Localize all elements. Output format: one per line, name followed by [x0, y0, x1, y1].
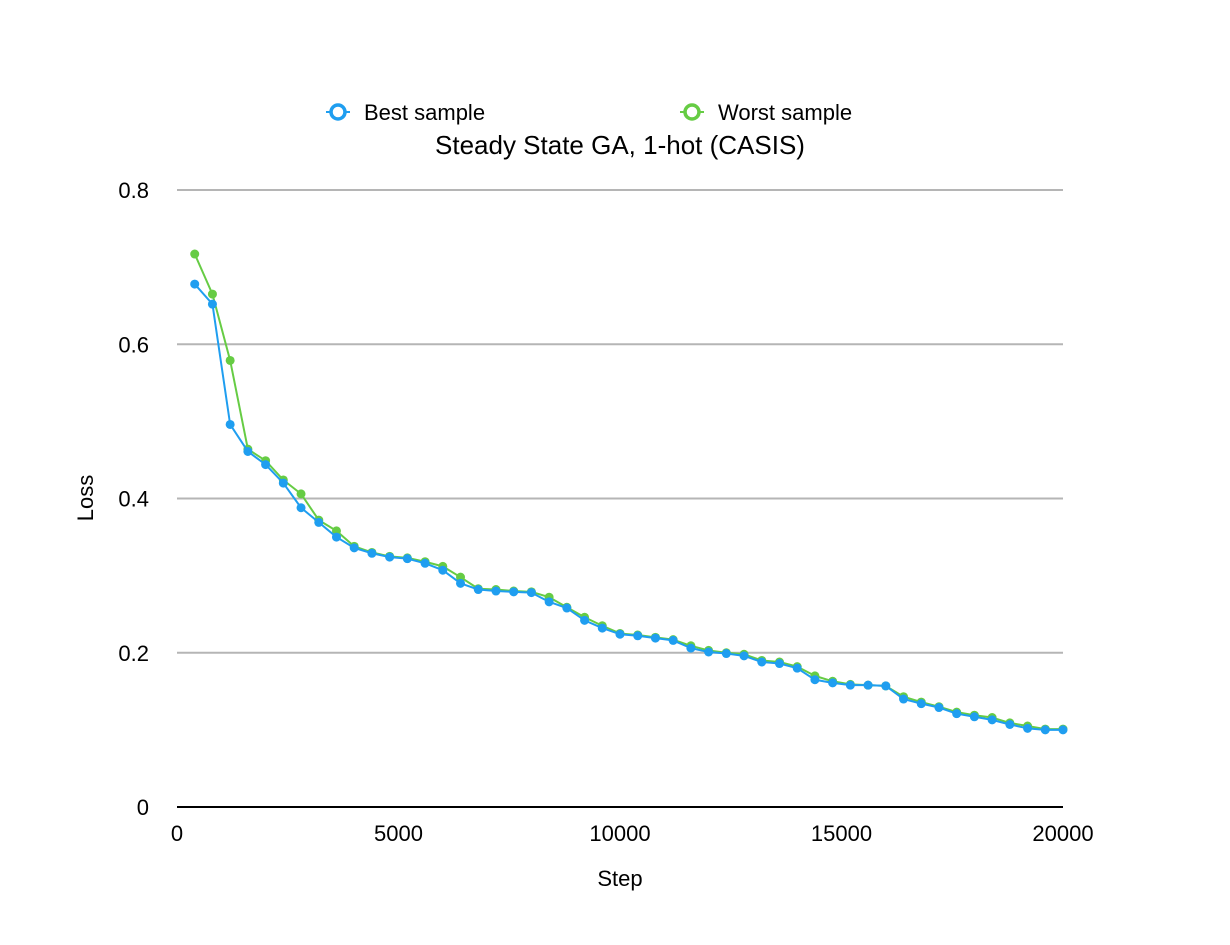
- data-point: [314, 517, 324, 527]
- x-axis-title: Step: [597, 866, 642, 891]
- data-point: [438, 565, 448, 575]
- data-point: [1005, 719, 1015, 729]
- legend-item: Worst sample: [680, 100, 852, 125]
- data-point: [810, 675, 820, 685]
- data-point: [952, 709, 962, 719]
- data-point: [243, 446, 253, 456]
- data-point: [456, 578, 466, 588]
- data-point: [969, 712, 979, 722]
- x-tick-label: 15000: [811, 821, 872, 846]
- series-layer: [190, 249, 1068, 735]
- data-point: [650, 633, 660, 643]
- data-point: [225, 419, 235, 429]
- data-point: [1040, 725, 1050, 735]
- data-point: [1058, 725, 1068, 735]
- data-point: [331, 526, 341, 536]
- legend: Best sample Worst sample: [326, 100, 852, 125]
- x-tick-label: 10000: [589, 821, 650, 846]
- chart-title: Steady State GA, 1-hot (CASIS): [435, 130, 805, 160]
- data-point: [473, 585, 483, 595]
- data-point: [207, 289, 217, 299]
- data-point: [597, 623, 607, 633]
- data-point: [190, 249, 200, 259]
- legend-label: Best sample: [364, 100, 485, 125]
- y-tick-label: 0.8: [118, 178, 149, 203]
- y-tick-label: 0.6: [118, 332, 149, 357]
- data-point: [190, 279, 200, 289]
- data-point: [349, 543, 359, 553]
- y-tick-label: 0: [137, 795, 149, 820]
- data-point: [544, 597, 554, 607]
- data-point: [774, 659, 784, 669]
- data-point: [296, 489, 306, 499]
- data-point: [456, 572, 466, 582]
- data-point: [686, 643, 696, 653]
- data-point: [225, 355, 235, 365]
- data-point: [615, 629, 625, 639]
- data-point: [420, 558, 430, 568]
- data-point: [278, 478, 288, 488]
- y-tick-label: 0.4: [118, 487, 149, 512]
- data-point: [704, 647, 714, 657]
- legend-label: Worst sample: [718, 100, 852, 125]
- data-point: [580, 615, 590, 625]
- x-tick-label: 0: [171, 821, 183, 846]
- data-point: [331, 532, 341, 542]
- legend-item: Best sample: [326, 100, 485, 125]
- x-tick-label: 5000: [374, 821, 423, 846]
- series-line: [193, 253, 1063, 731]
- axes: 0 0.2 0.4 0.6 0.8 0 5000 10000 15000 20000: [118, 178, 1093, 846]
- data-point: [207, 299, 217, 309]
- data-point: [987, 715, 997, 725]
- data-point: [491, 586, 501, 596]
- data-point: [721, 649, 731, 659]
- series-best-sample: [190, 279, 1068, 735]
- gridlines: [177, 189, 1063, 654]
- legend-marker-icon: [329, 103, 347, 121]
- data-point: [916, 699, 926, 709]
- data-point: [367, 548, 377, 558]
- series-worst-sample: [190, 249, 1068, 734]
- data-point: [385, 552, 395, 562]
- data-point: [845, 680, 855, 690]
- data-point: [261, 460, 271, 470]
- data-point: [296, 503, 306, 513]
- data-point: [509, 587, 519, 597]
- data-point: [934, 703, 944, 713]
- data-point: [526, 588, 536, 598]
- data-point: [633, 631, 643, 641]
- y-axis-title: Loss: [73, 475, 98, 521]
- data-point: [863, 680, 873, 690]
- data-point: [792, 663, 802, 673]
- data-point: [402, 554, 412, 564]
- x-tick-label: 20000: [1032, 821, 1093, 846]
- legend-marker-icon: [683, 103, 701, 121]
- data-point: [881, 681, 891, 691]
- data-point: [668, 635, 678, 645]
- series-line: [193, 283, 1063, 731]
- data-point: [1023, 723, 1033, 733]
- data-point: [828, 678, 838, 688]
- data-point: [757, 657, 767, 667]
- data-point: [739, 651, 749, 661]
- data-point: [562, 603, 572, 613]
- y-tick-label: 0.2: [118, 641, 149, 666]
- data-point: [899, 694, 909, 704]
